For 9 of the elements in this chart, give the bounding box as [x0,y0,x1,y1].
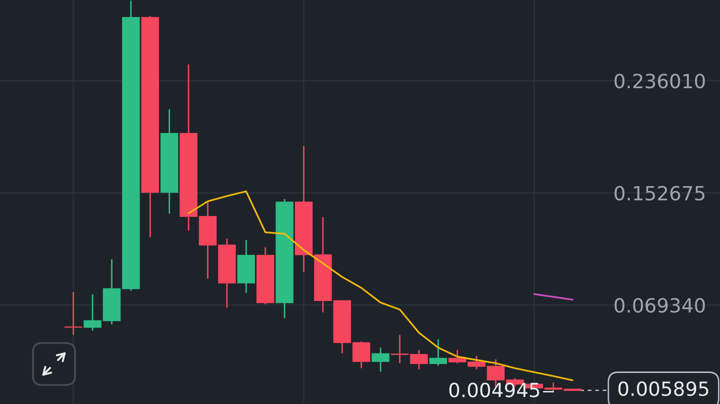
candlestick [429,338,448,366]
line-series [188,190,574,382]
candlestick [64,291,82,336]
annotation: 0.004945 [449,382,540,398]
y-tick-label: 0.069340 [614,298,705,313]
y-tick-label: 0.152675 [614,186,704,201]
y-tick-label: 0.236010 [614,74,705,88]
ref-line-label: 0.005895 [618,381,708,396]
candlestick [372,346,390,372]
